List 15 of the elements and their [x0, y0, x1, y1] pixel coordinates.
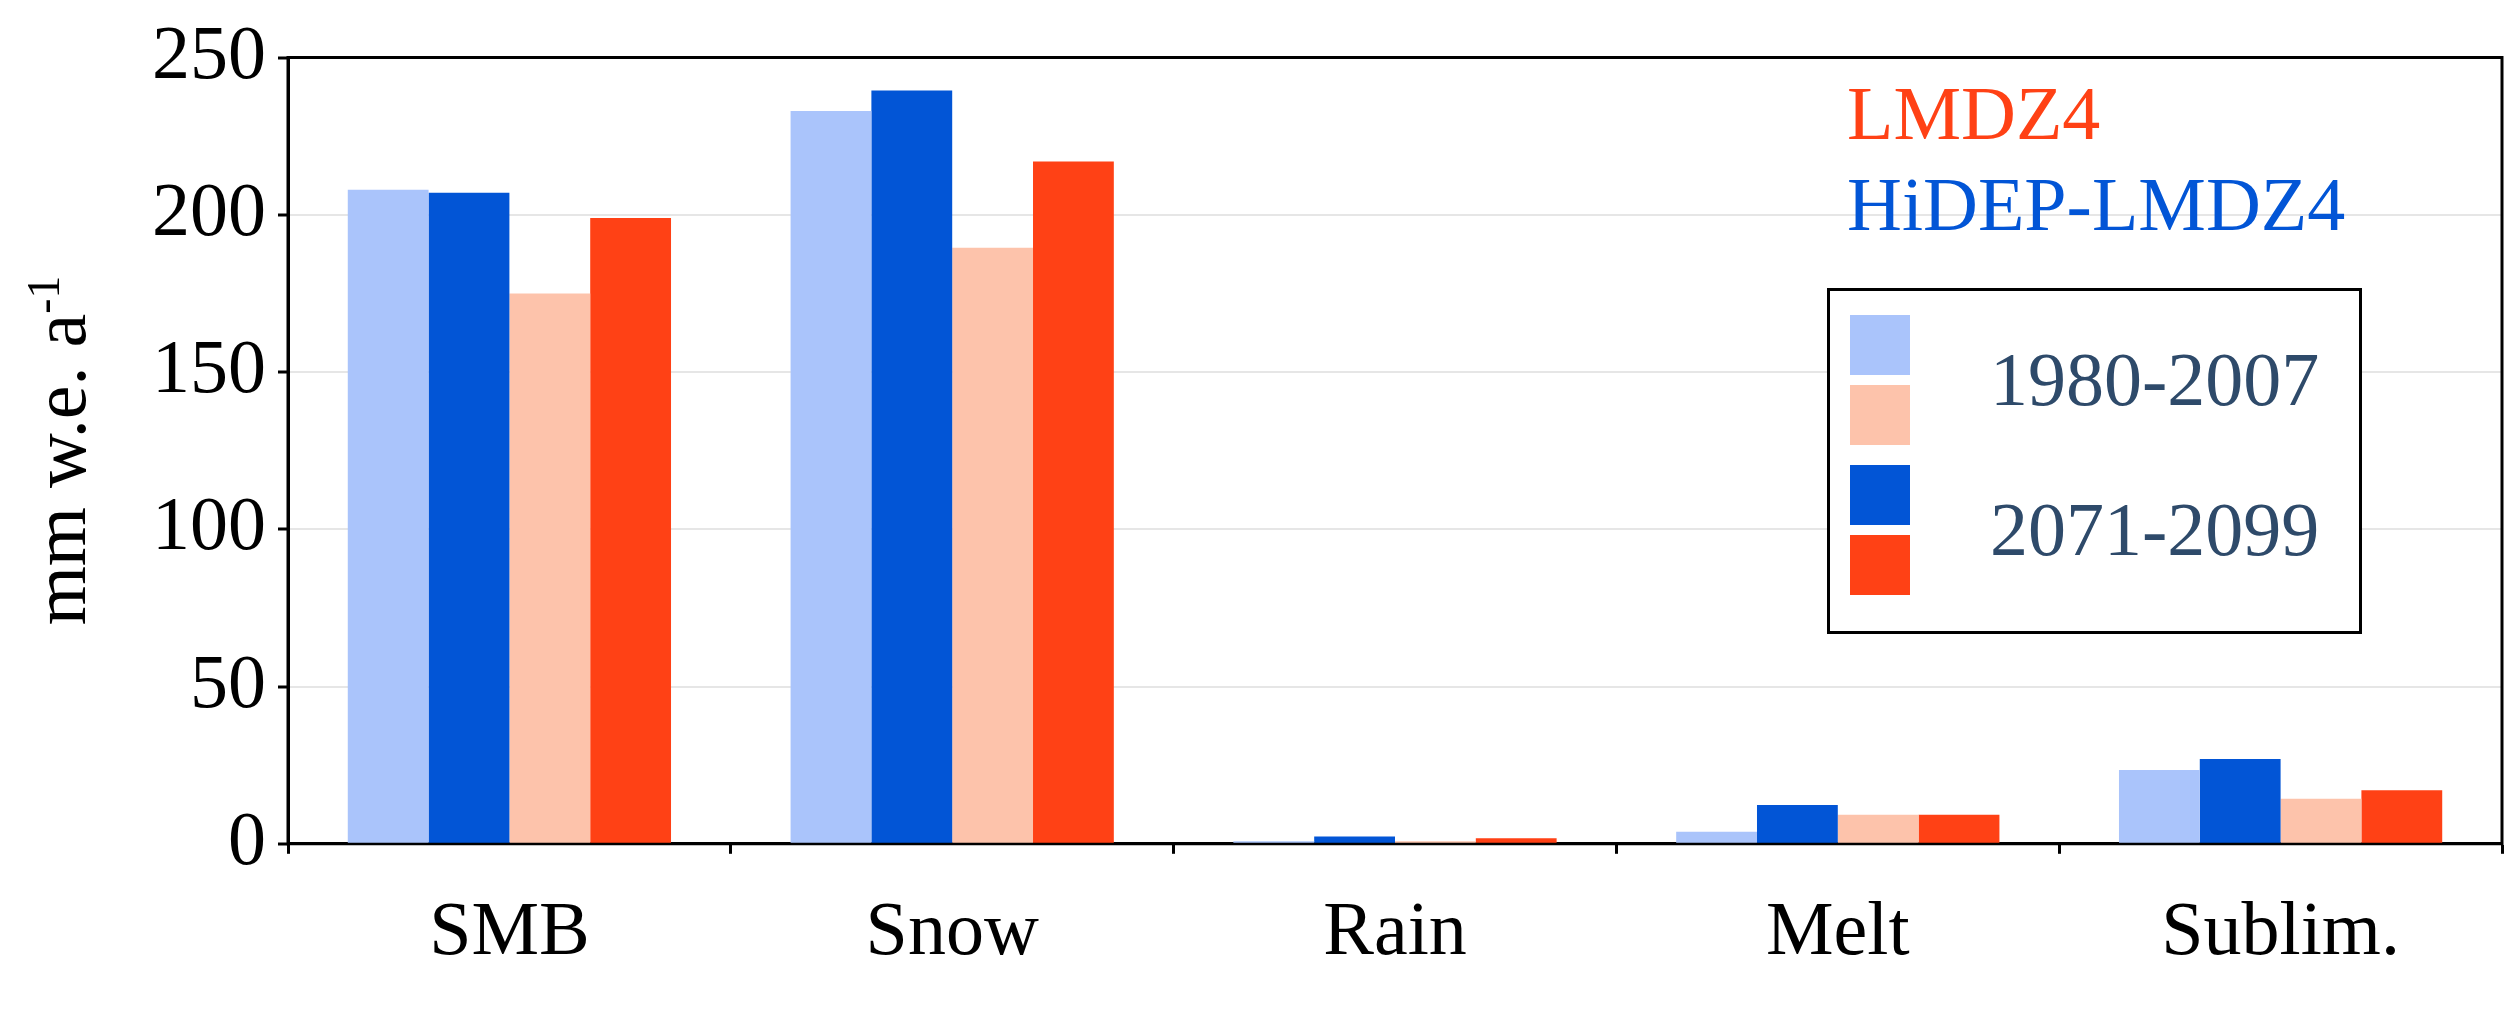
- y-tick-label: 250: [152, 9, 266, 94]
- x-tick-label: Rain: [1323, 886, 1467, 971]
- x-tick-label: Snow: [865, 886, 1039, 971]
- x-tick-label: Sublim.: [2161, 886, 2400, 971]
- x-tick-label: SMB: [429, 886, 590, 971]
- annotation: HiDEP-LMDZ4: [1847, 160, 2346, 248]
- y-tick-label: 0: [228, 795, 266, 880]
- x-tick-label: Melt: [1766, 886, 1910, 971]
- legend-label: 1980-2007: [1990, 336, 2320, 424]
- y-tick-label: 50: [190, 638, 266, 723]
- y-tick-label: 200: [152, 166, 266, 251]
- annotation: LMDZ4: [1847, 69, 2102, 157]
- legend-label: 2071-2099: [1990, 486, 2320, 574]
- y-tick-label: 100: [152, 481, 266, 566]
- y-tick-label: 150: [152, 324, 266, 409]
